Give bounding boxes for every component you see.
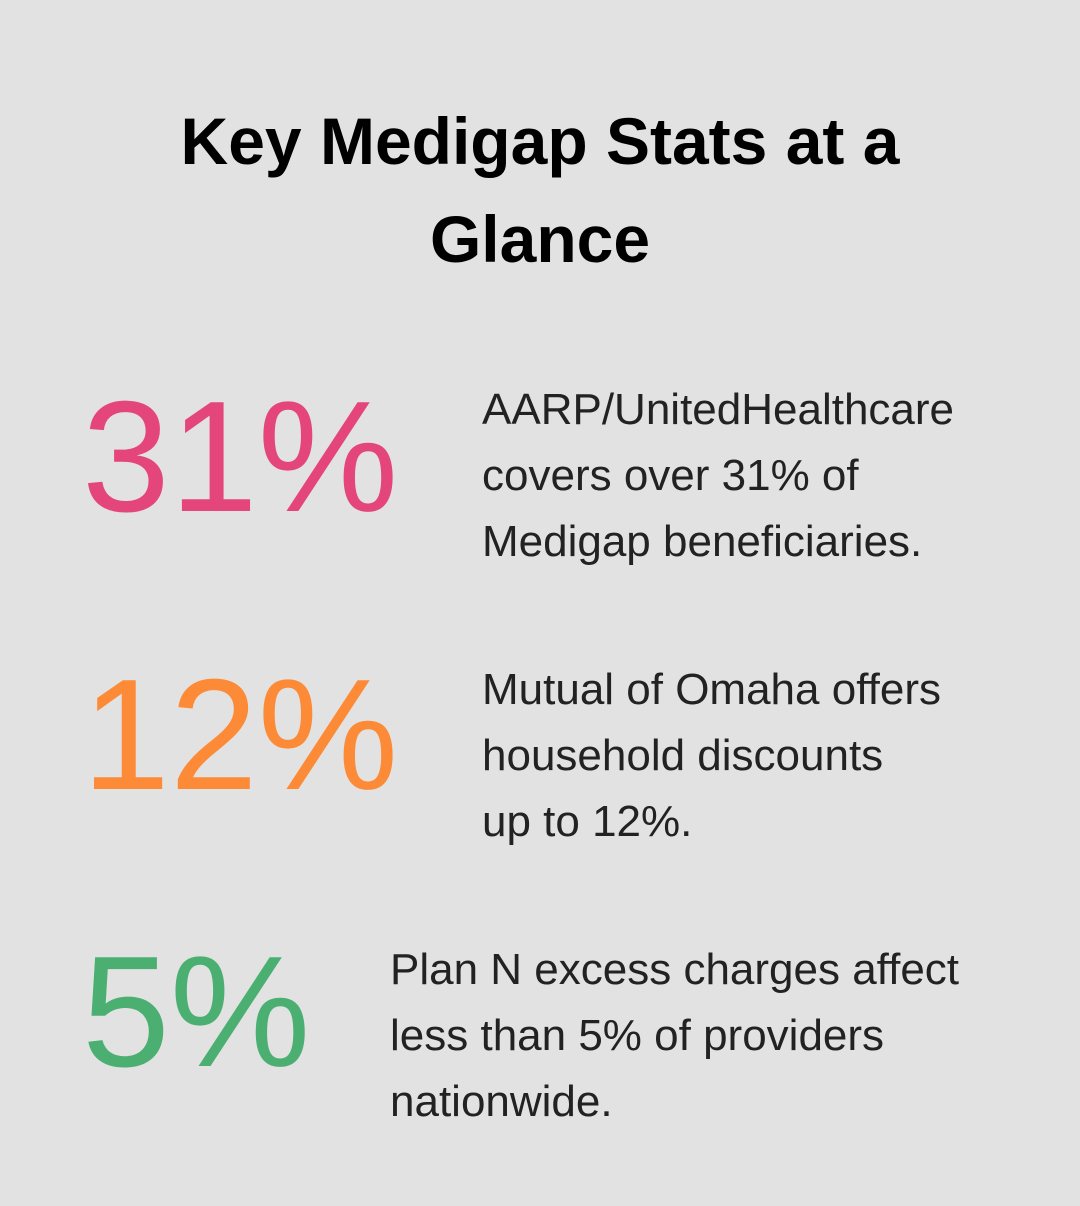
stat-value: 31% [82, 369, 399, 545]
title-line: Glance [429, 202, 651, 276]
stat-value: 5% [82, 924, 311, 1100]
stat-description-line: Mutual of Omaha offers [482, 665, 941, 714]
stat-description-line: less than 5% of providers [390, 1011, 885, 1060]
title-line: Key Medigap Stats at a [180, 104, 900, 178]
stat-value: 12% [82, 647, 399, 823]
stat-description-line: covers over 31% of [482, 451, 859, 500]
stat-description-line: AARP/UnitedHealthcare [482, 385, 955, 434]
stat-description-line: nationwide. [390, 1077, 613, 1126]
stat-description-line: household discounts [482, 731, 884, 780]
stat-description-line: Medigap beneficiaries. [482, 517, 923, 566]
stat-description-line: up to 12%. [482, 797, 693, 846]
stat-description-line: Plan N excess charges affect [390, 945, 960, 994]
